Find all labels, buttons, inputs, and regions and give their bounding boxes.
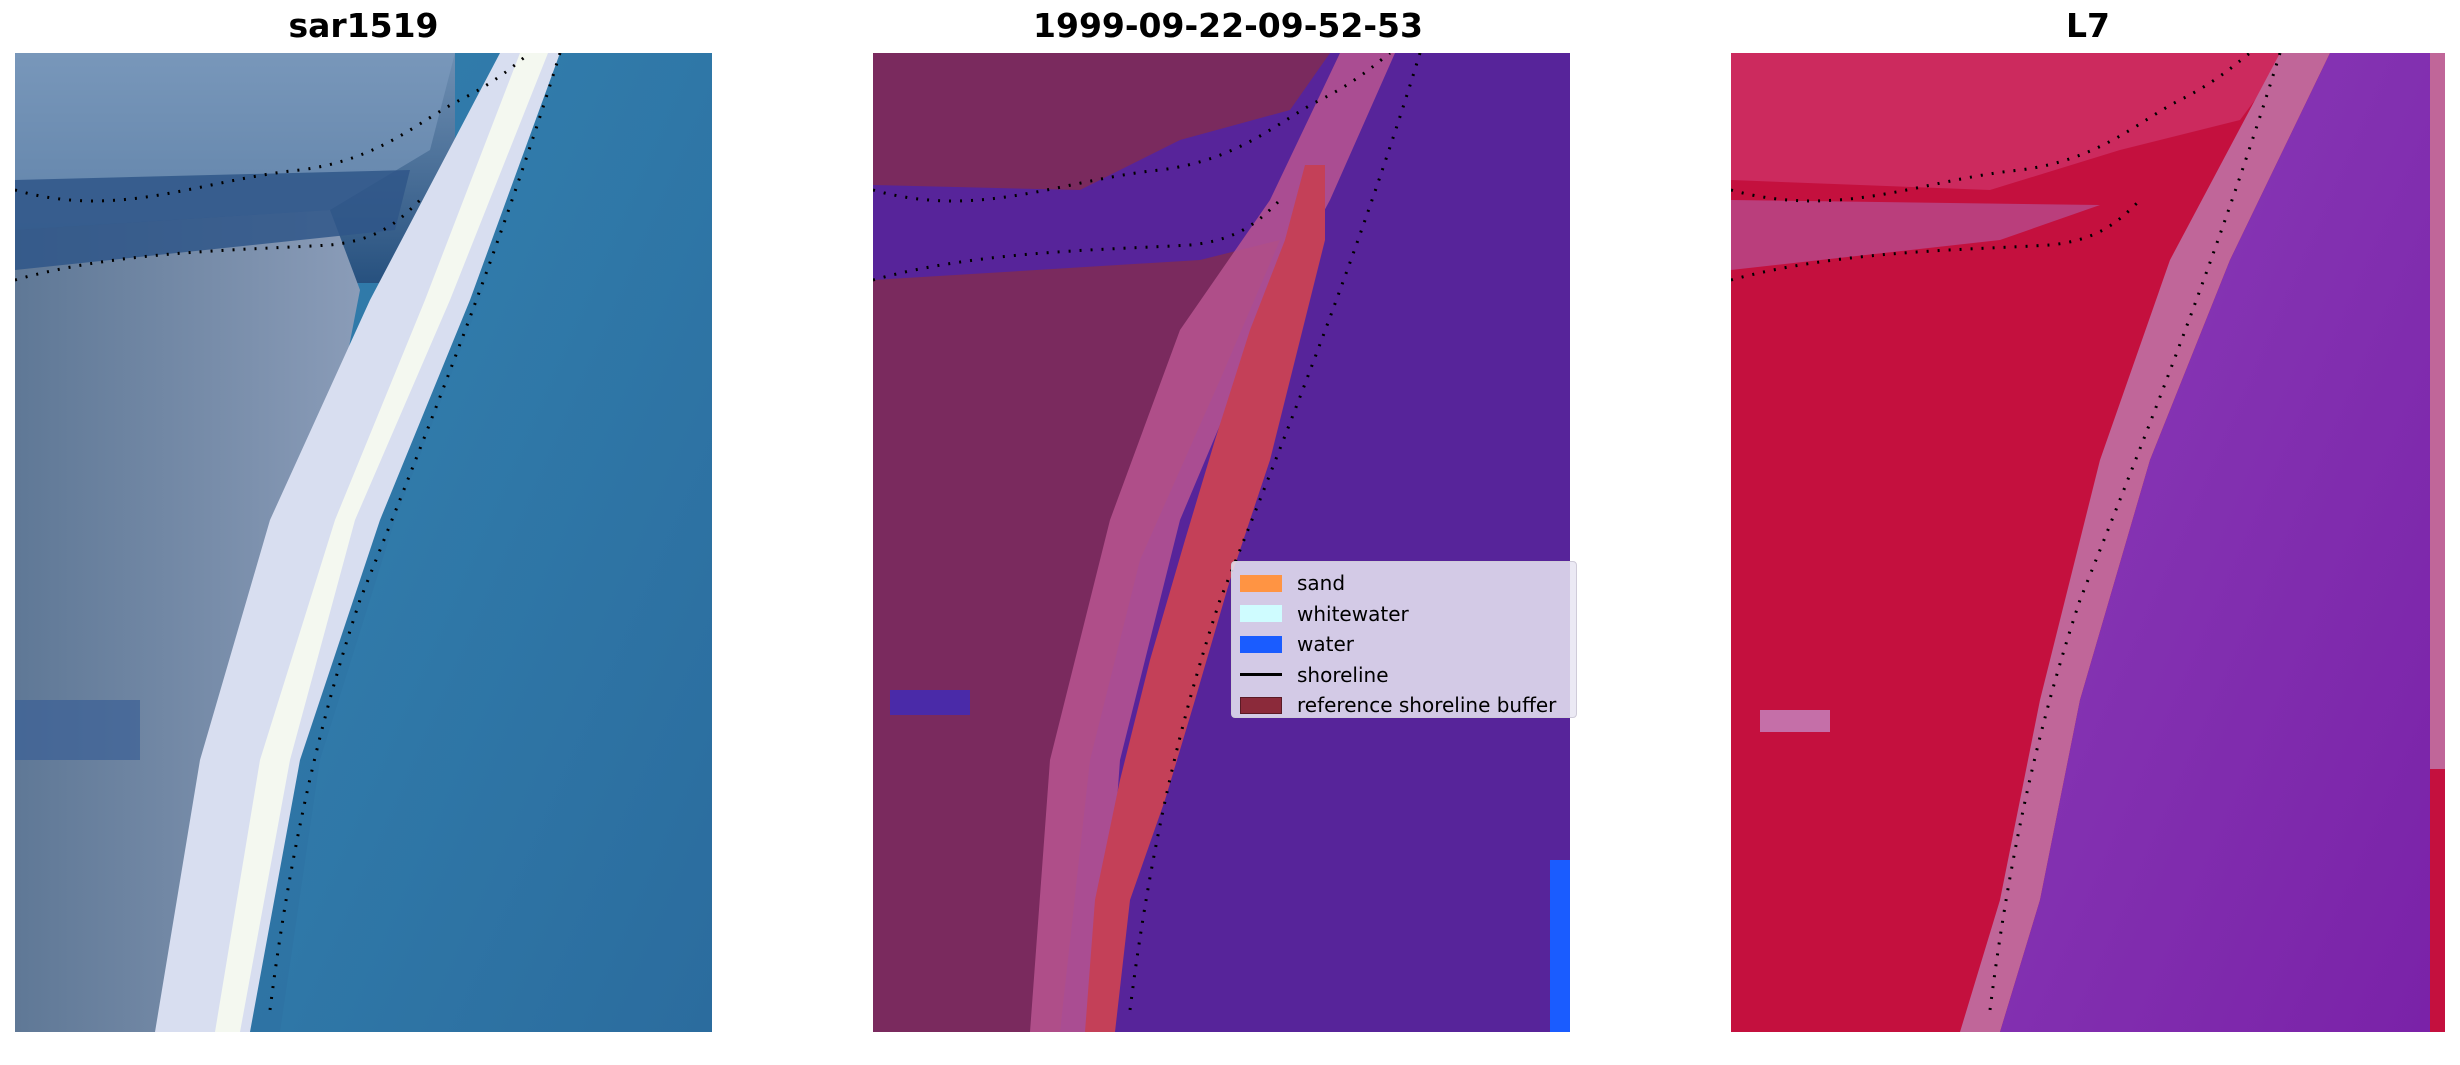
legend-label: sand <box>1297 571 1346 596</box>
legend-label: shoreline <box>1297 662 1389 687</box>
legend-item-whitewater: whitewater <box>1240 599 1576 630</box>
legend-label: water <box>1297 632 1354 657</box>
legend-item-sand: sand <box>1240 568 1576 599</box>
shoreline-lines <box>15 53 2282 1011</box>
panel-title-rgb: sar1519 <box>288 6 439 45</box>
legend-label: reference shoreline buffer <box>1297 693 1557 718</box>
panel-title-index: L7 <box>2066 6 2110 45</box>
legend-label: whitewater <box>1297 601 1409 626</box>
index-image <box>1731 53 2445 1032</box>
panel-title-classification: 1999-09-22-09-52-53 <box>1033 6 1423 45</box>
legend-swatch-sand <box>1240 574 1282 592</box>
rgb-image <box>15 53 712 1032</box>
classification-image <box>873 53 1570 1032</box>
legend-item-water: water <box>1240 629 1576 660</box>
legend-swatch-buffer <box>1240 696 1282 714</box>
legend-swatch-shoreline <box>1240 673 1282 677</box>
legend-swatch-whitewater <box>1240 605 1282 623</box>
legend: sand whitewater water shoreline referenc… <box>1231 561 1577 718</box>
legend-item-shoreline: shoreline <box>1240 660 1576 691</box>
legend-swatch-water <box>1240 635 1282 653</box>
legend-item-buffer: reference shoreline buffer <box>1240 690 1576 721</box>
